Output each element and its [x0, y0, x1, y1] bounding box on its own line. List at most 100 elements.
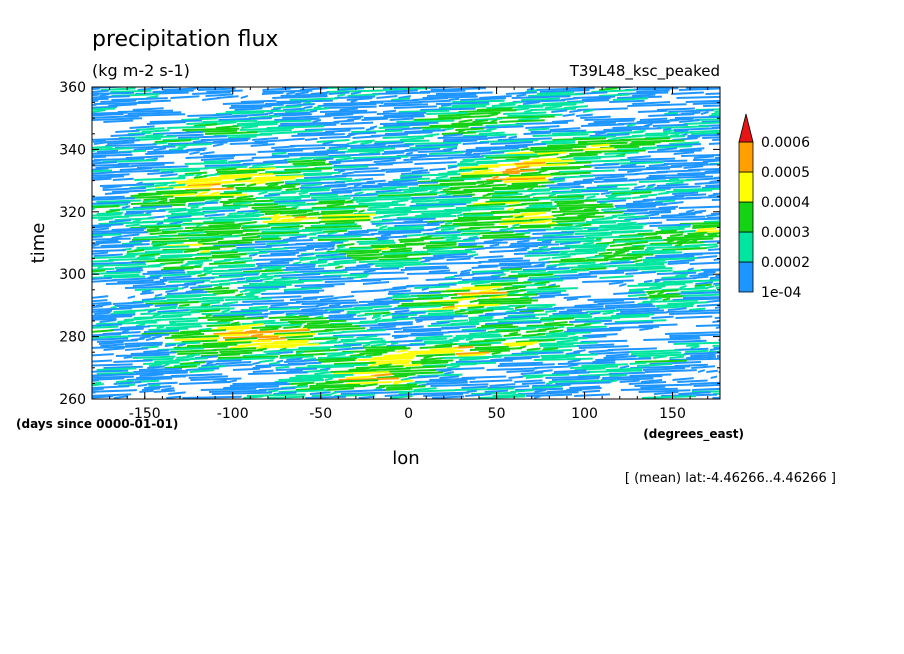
precip-contour [146, 337, 156, 341]
precip-contour [709, 347, 720, 351]
precip-contour [340, 121, 374, 125]
precip-contour [164, 343, 176, 347]
precip-contour [358, 299, 414, 303]
precip-contour [521, 349, 573, 353]
precip-contour [271, 225, 304, 229]
precip-contour [228, 329, 244, 333]
precip-contour [324, 279, 381, 283]
precip-contour [295, 299, 357, 303]
precip-contour [382, 313, 392, 317]
precip-contour [497, 319, 554, 323]
precip-contour [92, 147, 133, 151]
precip-contour [631, 351, 682, 355]
precip-contour [583, 163, 619, 167]
precip-contour [229, 141, 268, 145]
precip-contour [152, 167, 209, 171]
colorbar-label: 0.0004 [761, 195, 810, 211]
precip-contour [92, 91, 135, 95]
precip-contour [132, 107, 164, 111]
precip-contour [455, 333, 501, 337]
precip-contour [409, 203, 467, 207]
precip-contour [730, 320, 785, 323]
precip-contour [589, 269, 638, 273]
precip-contour [397, 389, 456, 393]
precip-contour [696, 324, 720, 327]
precip-contour [412, 97, 449, 101]
precip-contour [92, 333, 122, 337]
precip-contour [179, 303, 190, 307]
precip-contour [599, 223, 647, 227]
precip-contour [663, 129, 675, 133]
precip-contour [205, 131, 258, 135]
precip-contour [347, 93, 379, 97]
precip-contour [410, 331, 450, 335]
precip-contour [448, 165, 458, 169]
precip-contour [126, 249, 145, 253]
precip-contour [151, 241, 184, 245]
precip-contour [439, 199, 478, 203]
precip-contour [514, 215, 524, 219]
precip-contour [647, 291, 656, 295]
precip-contour [151, 239, 198, 243]
precip-contour [656, 303, 695, 307]
precip-contour [419, 313, 463, 317]
precip-contour [309, 383, 361, 387]
precip-contour [513, 161, 546, 165]
precip-contour [307, 107, 329, 111]
precip-contour [309, 235, 362, 239]
precip-contour [370, 231, 422, 235]
precip-contour [352, 155, 409, 159]
precip-contour [352, 139, 375, 143]
precip-contour [545, 375, 601, 379]
precip-contour [154, 293, 163, 297]
precip-contour [692, 387, 720, 391]
precip-contour [109, 207, 157, 211]
precip-contour [552, 311, 589, 315]
precip-contour [546, 177, 565, 181]
precip-contour [218, 355, 279, 359]
precip-contour [317, 355, 372, 359]
precip-contour [92, 325, 119, 329]
precip-contour [92, 227, 109, 231]
precip-contour [722, 164, 731, 167]
precip-contour [92, 177, 112, 181]
precip-contour [333, 259, 357, 263]
precip-contour [627, 169, 643, 173]
precip-contour [574, 393, 611, 397]
precip-contour [176, 355, 195, 359]
precip-contour [305, 225, 362, 229]
precip-contour [283, 245, 335, 249]
precip-contour [245, 231, 300, 235]
precip-contour [563, 295, 591, 299]
precip-contour [280, 317, 327, 321]
precip-contour [271, 145, 295, 149]
precip-contour [251, 205, 287, 209]
precip-contour [92, 173, 130, 177]
precip-contour [406, 151, 413, 155]
precip-contour [591, 217, 613, 221]
precip-contour [370, 343, 387, 347]
precip-contour [522, 373, 569, 377]
precip-contour [523, 101, 540, 105]
precip-contour [174, 337, 220, 341]
precip-contour [465, 337, 473, 341]
precip-contour [673, 151, 695, 155]
precip-contour [371, 315, 381, 319]
precip-contour [391, 97, 411, 101]
x-tick-label: 150 [659, 406, 686, 422]
precip-contour [148, 383, 161, 387]
precip-contour [414, 161, 457, 165]
precip-contour [691, 365, 715, 369]
precip-contour [258, 191, 268, 195]
precip-contour [283, 107, 305, 111]
precip-contour [113, 309, 146, 313]
precip-contour [297, 131, 335, 135]
precip-contour [469, 339, 506, 343]
precip-contour [203, 267, 213, 271]
precip-contour [506, 151, 535, 155]
precip-contour [287, 347, 331, 351]
precip-contour [92, 353, 114, 357]
precip-contour [92, 155, 107, 159]
precip-contour [460, 159, 475, 163]
precip-contour [605, 367, 643, 371]
